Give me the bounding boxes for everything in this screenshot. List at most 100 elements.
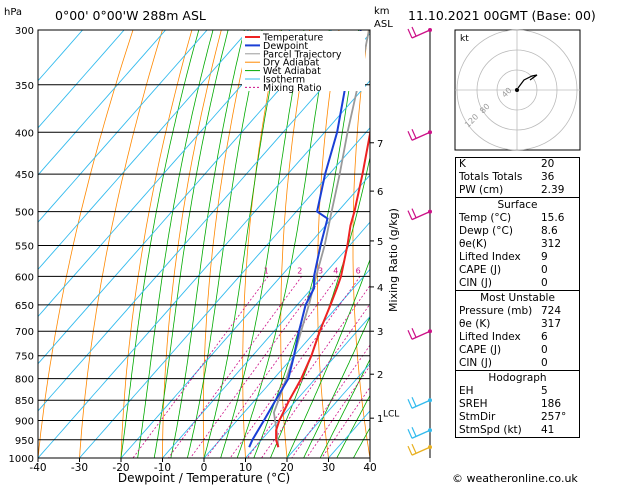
most-unstable-label: Pressure (mb) [459,305,533,317]
isotherm-line [120,174,370,458]
wet-adiabat-line [303,315,370,458]
legend-label: Dewpoint [263,41,308,52]
pressure-tick-label: 350 [15,81,34,92]
isotherm-line [38,30,166,176]
mixing-ratio-label: 16 [411,266,421,275]
wind-barb-shaft [411,210,431,221]
asl-label: ASL [374,19,393,30]
most-unstable-row: CAPE (J) 0 [456,344,579,357]
km-tick-label: 2 [377,370,383,381]
x-tick-label: -10 [154,462,171,474]
isotherm-line [328,410,370,458]
wind-barb-feather [407,28,413,39]
wind-barb-dot [428,130,432,135]
dewpoint-line [248,30,362,448]
hodograph-value: 186 [541,398,562,410]
wind-barb-shaft [411,29,431,39]
km-tick-label: 1 [377,414,383,425]
wind-barb [407,129,432,141]
surface-row: θe(K) 312 [456,238,579,251]
index-value: 36 [541,171,555,183]
pressure-tick-label: 550 [15,241,34,252]
mixing-ratio-label: 4 [333,266,338,275]
hpa-label: hPa [4,7,22,18]
wet-adiabat-line [153,30,229,458]
index-row: PW (cm) 2.39 [456,184,579,197]
km-tick-label: 7 [377,139,383,150]
lcl-label: LCL [383,410,399,420]
wind-barb-shaft [411,330,431,340]
most-unstable-value: 317 [541,318,562,330]
isotherm-line [38,32,370,412]
most-unstable-label: CIN (J) [459,357,492,369]
wind-barb-shaft [411,446,431,456]
legend-label: Temperature [262,33,323,44]
isotherm-line [38,80,370,458]
wind-barb [407,327,432,340]
hodograph-value: 5 [541,385,548,397]
copyright-text: © weatheronline.co.uk [452,472,578,485]
surface-value: 0 [541,277,548,289]
hodograph-label: SREH [459,398,488,410]
pressure-tick-label: 600 [15,272,34,283]
wind-barb-feather [407,445,413,456]
pressure-tick-label: 450 [15,170,34,181]
height-axis: 7 6 5 4 3 2 1 LCL [369,30,399,458]
x-tick-label: 0 [201,462,208,474]
mixing-ratio-line [247,284,370,458]
isotherm-line [38,30,291,318]
wind-barb-feather [407,210,413,220]
pressure-tick-label: 500 [15,208,34,219]
hodograph-row: StmDir 257° [456,411,579,424]
wind-barb-feather [407,131,413,141]
wind-barb-dot [428,329,432,334]
index-label: K [459,158,466,170]
mixing-ratio-label: 8 [372,266,377,275]
pressure-tick-label: 300 [15,26,34,37]
wind-barb-feather [411,129,417,139]
hodograph-label: StmSpd (kt) [459,424,522,436]
mixing-ratio-label: 2 [297,266,302,275]
surface-title: Surface [497,199,538,211]
x-tick-label: -20 [112,462,129,474]
most-unstable-label: Lifted Index [459,331,521,343]
legend-label: Wet Adiabat [263,66,321,77]
wind-barb [407,443,432,456]
dry-adiabat-line [421,30,453,458]
x-tick-label: 10 [239,462,252,474]
x-tick-label: -30 [71,462,88,474]
mixing-ratio-label: 3 [318,266,323,275]
profiles [248,30,370,448]
mixing-ratio-axis-title: Mixing Ratio (g/kg) [387,208,400,312]
isotherm-line [38,30,332,365]
hodograph-row: EH 5 [456,385,579,398]
pressure-tick-label: 700 [15,327,34,338]
hodograph-trace [517,74,538,89]
x-tick-label: 30 [322,462,335,474]
surface-row: CIN (J) 0 [456,277,579,290]
wind-barb-dot [428,28,432,32]
wind-barb-feather [407,429,413,439]
index-label: Totals Totals [459,171,523,183]
wet-adiabat-line [187,30,263,458]
surface-value: 15.6 [541,212,565,224]
hodograph-table-title: Hodograph [488,372,547,384]
dry-adiabat-line [604,30,629,458]
legend-label: Mixing Ratio [263,83,322,94]
datetime-label: 11.10.2021 00GMT (Base: 00) [408,8,596,23]
hodograph-unit: kt [460,34,469,44]
wet-adiabat-line [137,30,214,458]
most-unstable-value: 6 [541,331,548,343]
most-unstable-row: CIN (J) 0 [456,357,579,370]
km-tick-label: 3 [377,327,383,338]
legend-label: Parcel Trajectory [263,49,342,60]
pressure-tick-label: 750 [15,352,34,363]
index-row: Totals Totals 36 [456,171,579,184]
x-tick-label: -40 [29,462,46,474]
pressure-tick-label: 900 [15,417,34,428]
pressure-tick-label: 950 [15,436,34,447]
mixing-ratio-label: 1 [264,266,269,275]
index-label: PW (cm) [459,184,504,196]
wind-barb-feather [411,327,417,338]
